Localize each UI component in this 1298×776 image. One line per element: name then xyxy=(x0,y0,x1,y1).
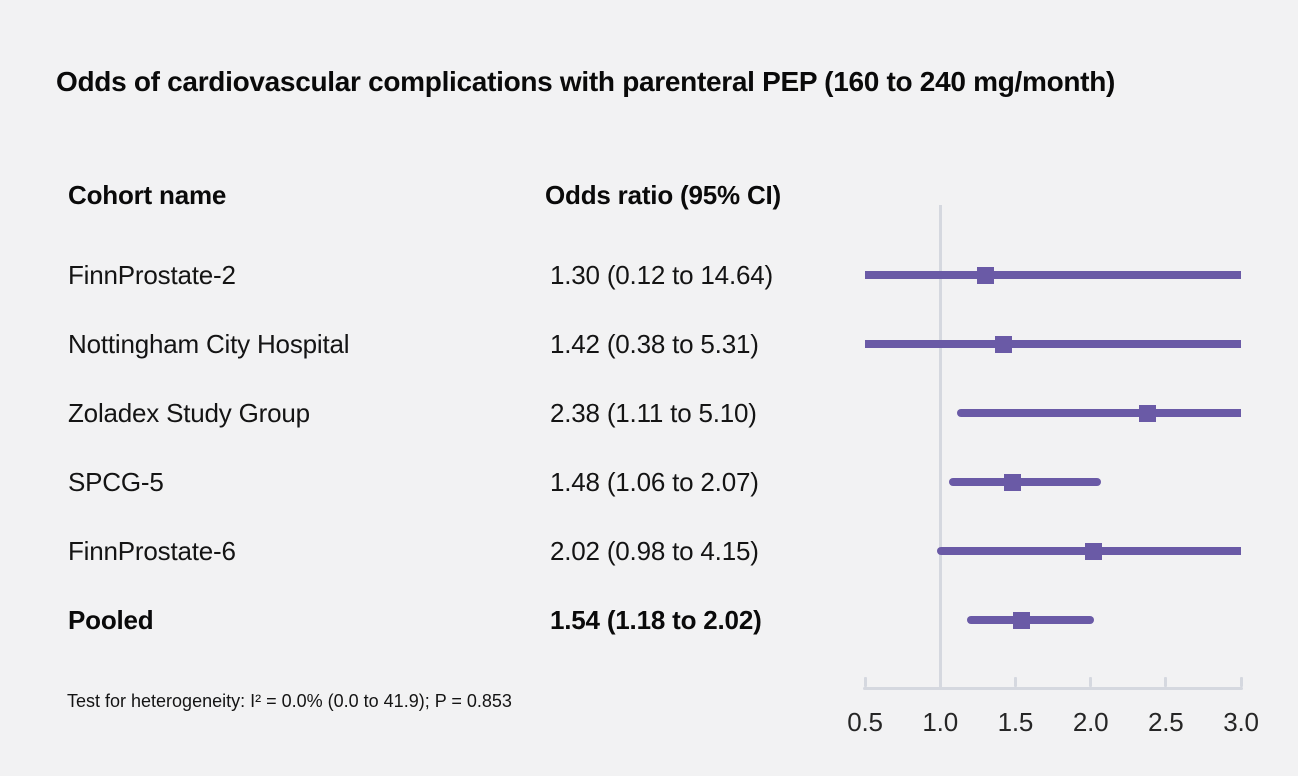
x-axis-tick xyxy=(1239,677,1243,687)
x-axis-tick-label: 0.5 xyxy=(847,707,883,737)
cohort-label: Nottingham City Hospital xyxy=(68,329,350,359)
x-axis-tick xyxy=(1013,677,1017,687)
confidence-interval-line xyxy=(865,340,1241,348)
odds-ratio-value: 1.30 (0.12 to 14.64) xyxy=(550,260,773,290)
chart-title: Odds of cardiovascular complications wit… xyxy=(56,66,1116,97)
cohort-label: Pooled xyxy=(68,605,154,635)
x-axis-tick-label: 1.5 xyxy=(997,707,1034,737)
reference-line-or-1 xyxy=(938,205,942,690)
point-estimate-marker xyxy=(994,335,1012,353)
point-estimate-marker xyxy=(1139,404,1157,422)
cohort-label: Zoladex Study Group xyxy=(68,398,310,428)
cohort-label: SPCG-5 xyxy=(68,467,164,497)
confidence-interval-line xyxy=(949,478,1102,486)
odds-ratio-value: 1.42 (0.38 to 5.31) xyxy=(550,329,759,359)
x-axis-tick xyxy=(1164,677,1168,687)
odds-ratio-value: 2.02 (0.98 to 4.15) xyxy=(550,536,759,566)
pooled-estimate-marker xyxy=(1012,611,1030,629)
x-axis-tick-label: 2.5 xyxy=(1148,707,1184,737)
x-axis-tick-label: 2.0 xyxy=(1072,707,1109,737)
cohort-label: FinnProstate-2 xyxy=(68,260,236,290)
odds-ratio-value: 2.38 (1.11 to 5.10) xyxy=(550,398,757,428)
point-estimate-marker xyxy=(976,266,994,284)
confidence-interval-line xyxy=(967,616,1094,624)
odds-ratio-value: 1.48 (1.06 to 2.07) xyxy=(550,467,759,497)
x-axis-tick xyxy=(1089,677,1093,687)
column-header-odds-ratio: Odds ratio (95% CI) xyxy=(545,180,782,210)
heterogeneity-note: Test for heterogeneity: I² = 0.0% (0.0 t… xyxy=(67,691,512,711)
odds-ratio-value: 1.54 (1.18 to 2.02) xyxy=(550,605,762,635)
confidence-interval-line xyxy=(956,409,1241,417)
cohort-label: FinnProstate-6 xyxy=(68,536,236,566)
x-axis-line xyxy=(863,687,1243,690)
point-estimate-marker xyxy=(1003,473,1021,491)
x-axis-tick xyxy=(863,677,867,687)
column-header-cohort-name: Cohort name xyxy=(68,180,227,210)
confidence-interval-line xyxy=(865,271,1241,279)
point-estimate-marker xyxy=(1085,542,1103,560)
x-axis-tick-label: 1.0 xyxy=(922,707,958,737)
x-axis-tick-label: 3.0 xyxy=(1223,707,1259,737)
